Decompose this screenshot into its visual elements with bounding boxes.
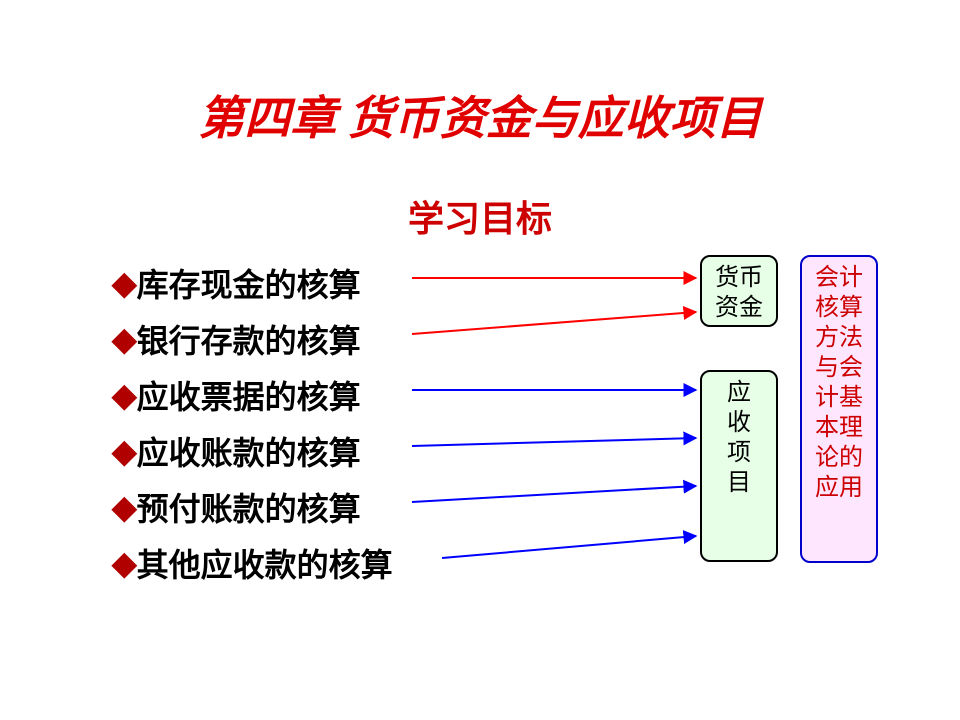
box-accounting-methods: 会计核算方法与会计基本理论的应用 <box>800 255 878 563</box>
bullet-text: 应收票据的核算 <box>137 379 361 415</box>
diamond-icon: ◆ <box>112 432 137 470</box>
bullet-item: ◆应收票据的核算 <box>112 372 361 418</box>
diamond-icon: ◆ <box>112 376 137 414</box>
bullet-item: ◆库存现金的核算 <box>112 260 361 306</box>
bullet-text: 预付账款的核算 <box>137 491 361 527</box>
arrow-line <box>412 312 696 334</box>
diamond-icon: ◆ <box>112 544 137 582</box>
diamond-icon: ◆ <box>112 488 137 526</box>
bullet-item: ◆银行存款的核算 <box>112 316 361 362</box>
arrow-line <box>442 536 696 558</box>
chapter-title: 第四章 货币资金与应收项目 <box>0 82 960 148</box>
bullet-item: ◆应收账款的核算 <box>112 428 361 474</box>
slide: 第四章 货币资金与应收项目 学习目标 ◆库存现金的核算◆银行存款的核算◆应收票据… <box>0 0 960 720</box>
bullet-text: 库存现金的核算 <box>137 267 361 303</box>
bullet-item: ◆预付账款的核算 <box>112 484 361 530</box>
arrow-line <box>412 486 696 502</box>
bullet-text: 其他应收款的核算 <box>137 547 393 583</box>
diamond-icon: ◆ <box>112 264 137 302</box>
bullet-text: 应收账款的核算 <box>137 435 361 471</box>
bullet-item: ◆其他应收款的核算 <box>112 540 393 586</box>
box-monetary-funds: 货币资金 <box>700 255 778 327</box>
subtitle: 学习目标 <box>0 190 960 242</box>
box-receivable-items: 应收项目 <box>700 370 778 562</box>
bullet-text: 银行存款的核算 <box>137 323 361 359</box>
diamond-icon: ◆ <box>112 320 137 358</box>
arrow-line <box>412 438 696 446</box>
